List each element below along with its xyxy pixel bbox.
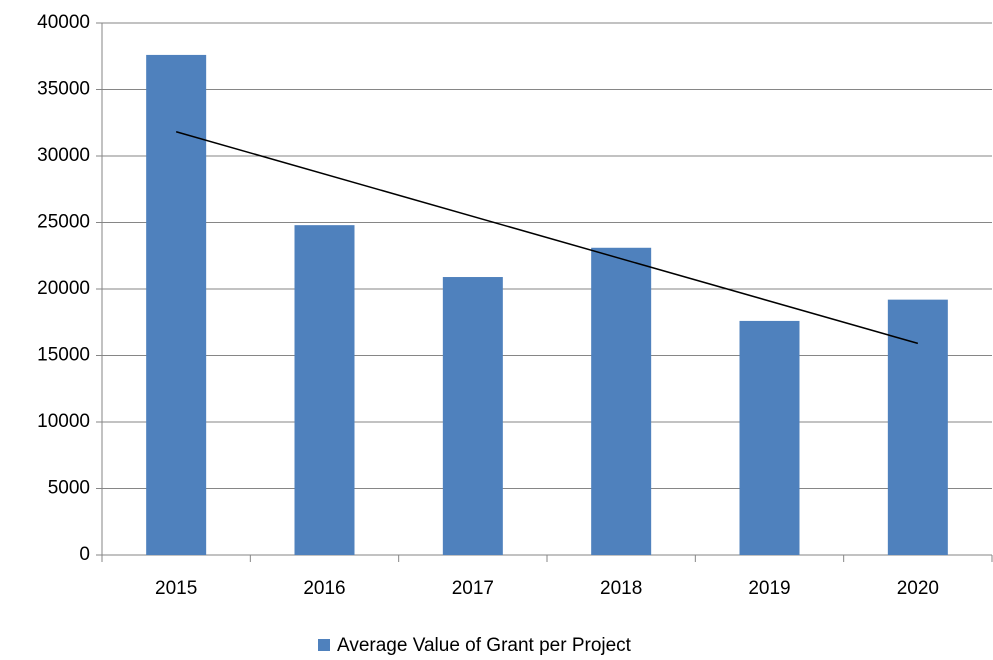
y-tick-label: 30000 [37,145,90,166]
x-tick-label: 2020 [897,578,939,599]
bar [591,247,652,555]
bar [442,277,503,555]
y-tick-label: 20000 [37,278,90,299]
y-tick-label: 5000 [48,478,90,499]
x-tick-label: 2018 [600,578,642,599]
x-tick-label: 2015 [155,578,197,599]
x-tick-label: 2016 [303,578,345,599]
y-tick-label: 25000 [37,212,90,233]
y-tick-label: 15000 [37,345,90,366]
y-tick-label: 35000 [37,79,90,100]
bar [887,299,948,555]
bar [739,320,800,555]
bar [294,225,355,555]
legend-swatch [318,639,330,651]
bar [146,54,207,556]
x-tick-label: 2019 [748,578,790,599]
y-tick-label: 0 [79,544,90,565]
legend-label: Average Value of Grant per Project [337,635,632,656]
trend-line [175,131,919,345]
y-tick-label: 40000 [37,12,90,33]
x-tick-label: 2017 [452,578,494,599]
y-tick-label: 10000 [37,411,90,432]
